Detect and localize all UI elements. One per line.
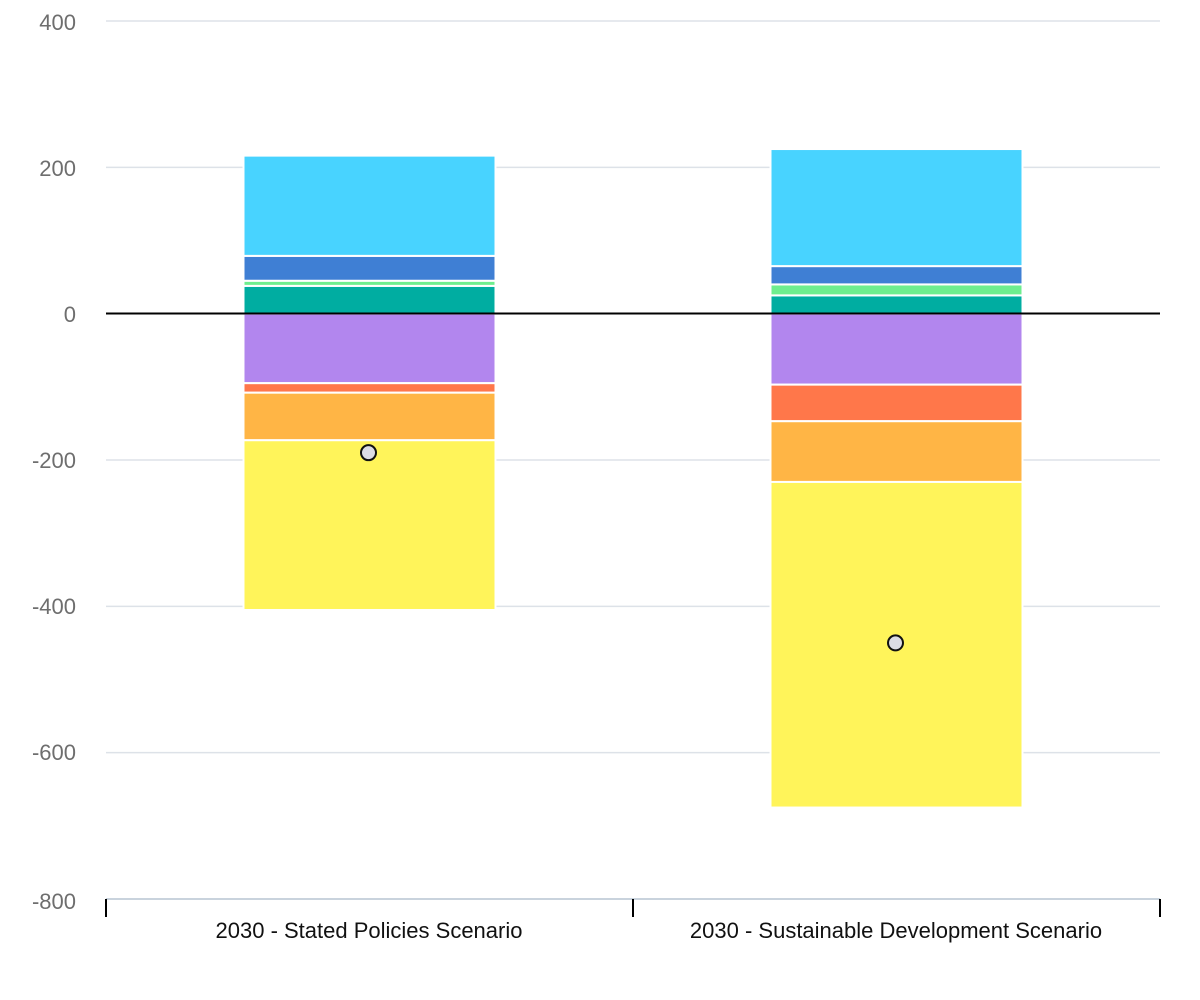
bar-segment [242, 284, 497, 315]
bar-segment [242, 312, 497, 385]
x-axis: 2030 - Stated Policies Scenario 2030 - S… [105, 898, 1161, 943]
y-tick-label: 200 [39, 156, 76, 181]
bar-segment [242, 382, 497, 394]
y-tick-label: -400 [32, 594, 76, 619]
bar-segment [769, 283, 1024, 297]
bar-segment [769, 420, 1024, 483]
y-tick-label: -600 [32, 740, 76, 765]
y-tick-label: 400 [39, 10, 76, 35]
total-marker [887, 634, 904, 652]
y-tick-label: -800 [32, 889, 76, 914]
y-tick-label: 0 [64, 302, 76, 327]
total-marker [360, 444, 377, 462]
bar-segments [242, 148, 1024, 809]
bar-segment [769, 312, 1024, 386]
x-tick-label: 2030 - Sustainable Development Scenario [690, 918, 1102, 943]
bar-segment [769, 148, 1024, 268]
bar-segment [242, 391, 497, 442]
y-tick-label: -200 [32, 448, 76, 473]
bar-segment [769, 383, 1024, 423]
bar-segment [769, 265, 1024, 286]
y-axis: 400 200 0 -200 -400 -600 -800 [32, 10, 76, 914]
bar-segment [769, 294, 1024, 315]
bar-segment [242, 154, 497, 257]
bar-segment [242, 439, 497, 611]
bar-segment [242, 254, 497, 282]
total-markers [360, 444, 904, 652]
x-tick-label: 2030 - Stated Policies Scenario [216, 918, 523, 943]
